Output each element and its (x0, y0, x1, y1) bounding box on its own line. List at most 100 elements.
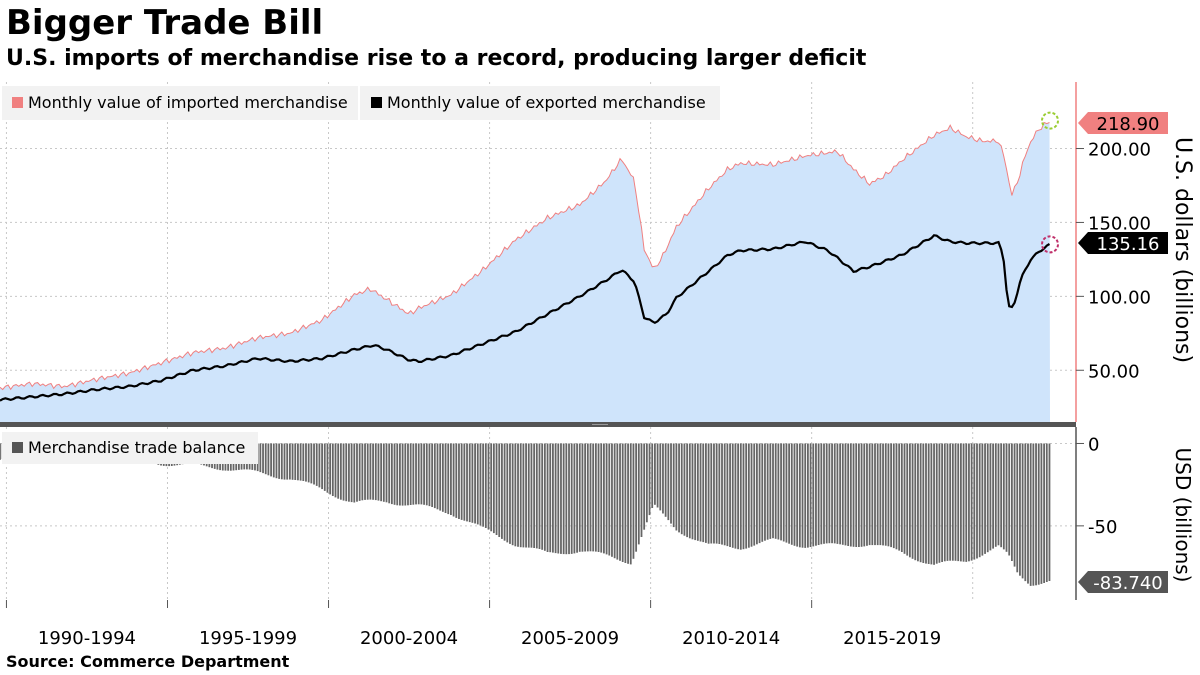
balance-bar (466, 443, 468, 522)
balance-bars (0, 443, 1051, 586)
balance-bar (895, 443, 898, 550)
balance-bar (267, 443, 270, 476)
balance-bar (530, 443, 533, 548)
balance-bar (315, 443, 318, 486)
balance-bar (420, 443, 423, 505)
balance-bar (474, 443, 476, 524)
balance-bar (648, 443, 651, 516)
balance-bar (270, 443, 272, 477)
balance-bar (718, 443, 721, 544)
balance-bar (906, 443, 909, 556)
balance-bar (761, 443, 764, 542)
balance-bar (514, 443, 517, 547)
balance-bar (533, 443, 536, 548)
balance-bar (380, 443, 383, 502)
balance-bar (820, 443, 823, 545)
balance-bar (710, 443, 713, 544)
balance-bar (471, 443, 474, 523)
balance-bar (756, 443, 758, 545)
balance-bar (576, 443, 578, 553)
balance-bar (766, 443, 769, 540)
balance-bar (678, 443, 680, 533)
bottom-y-axis-label: USD (billions) (1171, 448, 1195, 583)
balance-bar (498, 443, 501, 537)
legend-balance-swatch (12, 442, 23, 453)
balance-bar (401, 443, 404, 506)
top-tick-label-0: 50.00 (1088, 361, 1140, 382)
balance-bar (935, 443, 938, 564)
balance-bar (876, 443, 879, 546)
top-legend-box-2 (360, 86, 720, 120)
balance-bar (1008, 443, 1011, 556)
balance-bar (374, 443, 377, 501)
balance-bar (675, 443, 678, 531)
balance-bar (1010, 443, 1013, 561)
balance-bar (817, 443, 820, 545)
x-tick-label-5: 2015-2019 (843, 628, 941, 649)
balance-bar (613, 443, 616, 559)
balance-bar (506, 443, 509, 543)
balance-bar (785, 443, 788, 543)
balance-bar (348, 443, 350, 502)
balance-bar (358, 443, 361, 501)
balance-bar (527, 443, 530, 548)
balance-bar (423, 443, 425, 505)
balance-bar (390, 443, 393, 505)
balance-bar (589, 443, 592, 552)
balance-bar (898, 443, 901, 551)
balance-bar (866, 443, 868, 546)
balance-bar (326, 443, 329, 493)
balance-bar (425, 443, 428, 506)
balance-bar (900, 443, 903, 552)
balance-bar (855, 443, 858, 547)
balance-bar (699, 443, 702, 542)
balance-bar (307, 443, 310, 483)
balance-bar (458, 443, 460, 519)
balance-bar (654, 443, 656, 505)
balance-bar (1040, 443, 1043, 584)
balance-bar (560, 443, 562, 554)
chart-title: Bigger Trade Bill (6, 3, 324, 43)
balance-bar (517, 443, 519, 547)
balance-bar (976, 443, 978, 559)
balance-bar (635, 443, 638, 552)
balance-bar (605, 443, 608, 555)
balance-bar (441, 443, 444, 512)
balance-bar (382, 443, 385, 502)
balance-bar (839, 443, 842, 545)
balance-bar (927, 443, 930, 564)
balance-bar (608, 443, 611, 556)
balance-bar (407, 443, 409, 506)
bottom-tick-label-0: 0 (1088, 434, 1099, 455)
balance-bar (879, 443, 882, 546)
balance-bar (721, 443, 723, 545)
balance-bar (978, 443, 981, 558)
balance-bar (858, 443, 860, 547)
legend-imports-swatch (12, 97, 23, 108)
balance-bar (503, 443, 506, 541)
balance-bar (264, 443, 267, 475)
balance-bar (1045, 443, 1048, 582)
balance-bar (570, 443, 573, 554)
balance-bar (624, 443, 627, 563)
balance-bar (908, 443, 911, 558)
balance-bar (525, 443, 527, 548)
balance-bar (984, 443, 986, 554)
balance-bar (543, 443, 546, 551)
balance-bar (887, 443, 890, 547)
balance-bar (731, 443, 734, 548)
balance-bar (310, 443, 313, 484)
balance-bar (1024, 443, 1027, 582)
balance-bar (318, 443, 321, 488)
balance-bar (871, 443, 874, 546)
balance-bar (713, 443, 715, 544)
balance-bar (825, 443, 828, 544)
balance-bar (1019, 443, 1021, 576)
balance-bar (739, 443, 742, 550)
imports-line (0, 121, 1050, 391)
balance-bar (592, 443, 595, 552)
balance-bar (798, 443, 801, 548)
balance-bar (863, 443, 866, 547)
balance-bar (1005, 443, 1008, 552)
